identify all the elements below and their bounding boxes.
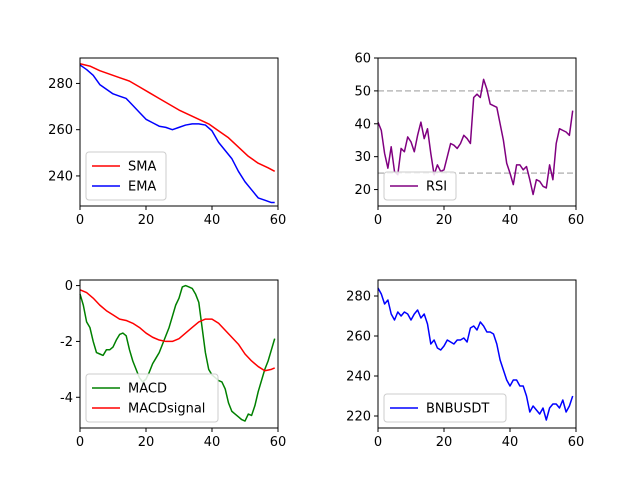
x-tick-label: 40 (204, 213, 221, 228)
legend-label-macd: MACD (128, 382, 167, 397)
legend: BNBUSDT (383, 393, 507, 423)
y-tick-label: 280 (48, 77, 73, 92)
legend-label-bnbusdt: BNBUSDT (426, 402, 489, 417)
legend: MACD MACDsignal (85, 373, 219, 423)
x-tick-label: 60 (568, 435, 585, 450)
x-tick-label: 20 (138, 435, 155, 450)
x-tick-label: 20 (436, 435, 453, 450)
axes-frame (79, 279, 279, 429)
y-tick-label: 240 (48, 169, 73, 184)
axes-frame (79, 57, 279, 207)
x-tick-label: 60 (270, 213, 287, 228)
y-tick-label: 260 (48, 123, 73, 138)
y-tick-label: 240 (346, 370, 371, 385)
y-tick-label: 40 (354, 117, 371, 132)
x-tick-label: 40 (502, 435, 519, 450)
y-tick-label: 50 (354, 84, 371, 99)
y-tick-label: 60 (354, 52, 371, 67)
series-line-ema (79, 64, 275, 204)
x-tick-label: 40 (502, 213, 519, 228)
sma-ema-panel: 0 20 40 60 240 260 280 SMA EMA (48, 57, 287, 228)
legend-label-sma: SMA (128, 160, 156, 175)
legend-box (383, 393, 507, 423)
legend-box (85, 151, 167, 201)
y-tick-label: -2 (60, 335, 73, 350)
series-line-sma (79, 63, 276, 172)
x-tick-label: 20 (138, 213, 155, 228)
legend-box (85, 373, 219, 423)
y-tick-label: 220 (346, 410, 371, 425)
x-tick-label: 0 (374, 435, 382, 450)
y-tick-label: -4 (60, 391, 73, 406)
series-line-macd (79, 284, 276, 422)
macd-panel: 0 20 40 60 -4 -2 0 MACD MACDsignal (60, 279, 286, 450)
legend: RSI (383, 171, 457, 201)
series-line-bnbusdt (377, 287, 574, 421)
x-tick-label: 0 (76, 213, 84, 228)
legend-label-ema: EMA (128, 180, 156, 195)
axes-frame (377, 279, 577, 429)
y-tick-label: 30 (354, 150, 371, 165)
bnbusdt-panel: 0 20 40 60 220 240 260 280 BNBUSDT (346, 279, 585, 450)
x-tick-label: 0 (76, 435, 84, 450)
legend: SMA EMA (85, 151, 167, 201)
x-tick-label: 60 (270, 435, 287, 450)
axes-frame (377, 57, 577, 207)
series-line-rsi (377, 78, 574, 196)
y-tick-label: 260 (346, 330, 371, 345)
x-tick-label: 40 (204, 435, 221, 450)
y-tick-label: 0 (65, 279, 73, 294)
x-tick-label: 60 (568, 213, 585, 228)
x-tick-label: 20 (436, 213, 453, 228)
legend-label-macdsignal: MACDsignal (128, 402, 205, 417)
y-tick-label: 280 (346, 290, 371, 305)
x-tick-label: 0 (374, 213, 382, 228)
legend-box (383, 171, 457, 201)
series-line-macdsignal (79, 289, 275, 372)
legend-label-rsi: RSI (426, 180, 447, 195)
y-tick-label: 20 (354, 183, 371, 198)
